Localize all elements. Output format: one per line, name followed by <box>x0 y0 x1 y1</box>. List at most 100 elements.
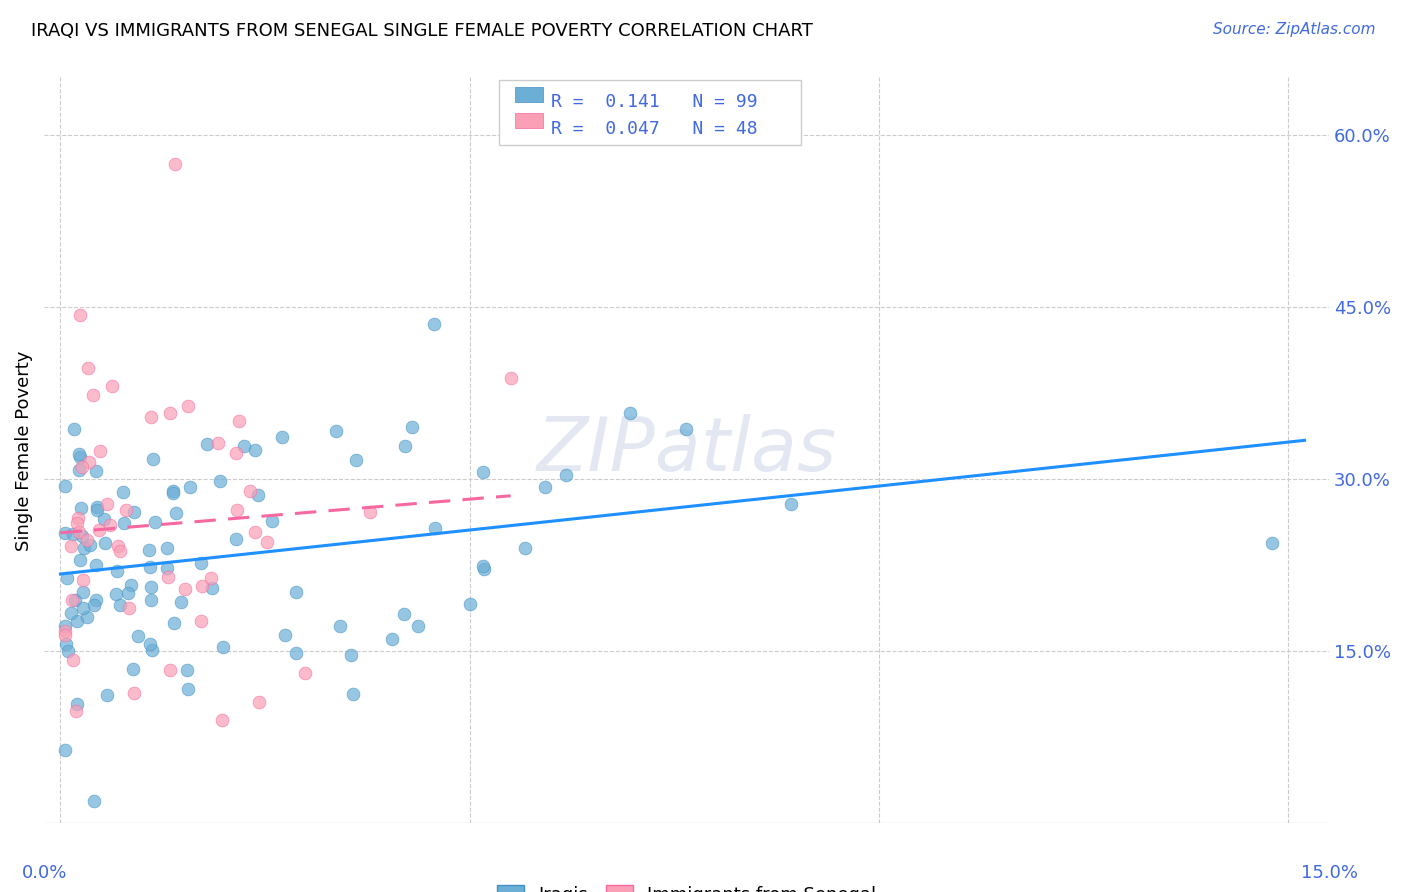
Point <box>159 406 181 420</box>
Point <box>65 593 87 607</box>
Point <box>190 579 212 593</box>
Point <box>96 497 118 511</box>
Point <box>225 503 247 517</box>
Point <box>533 480 555 494</box>
Point <box>93 512 115 526</box>
Point <box>84 593 107 607</box>
Point <box>401 420 423 434</box>
Point <box>176 664 198 678</box>
Point <box>105 587 128 601</box>
Point <box>499 371 522 385</box>
Point <box>56 571 79 585</box>
Point <box>117 586 139 600</box>
Point <box>66 697 89 711</box>
Point <box>273 628 295 642</box>
Point <box>270 430 292 444</box>
Text: R =  0.047   N = 48: R = 0.047 N = 48 <box>551 120 758 137</box>
Point <box>122 686 145 700</box>
Point <box>72 574 94 588</box>
Point <box>170 595 193 609</box>
Point <box>53 628 76 642</box>
Point <box>53 624 76 639</box>
Point <box>344 453 367 467</box>
Point <box>156 541 179 555</box>
Point <box>66 614 89 628</box>
Point <box>406 619 429 633</box>
Point <box>1260 535 1282 549</box>
Point <box>165 506 187 520</box>
Point <box>779 496 801 510</box>
Point <box>675 422 697 436</box>
Point <box>83 599 105 613</box>
Point <box>72 601 94 615</box>
Point <box>157 570 180 584</box>
Text: 15.0%: 15.0% <box>1301 863 1358 881</box>
Point <box>211 713 233 727</box>
Point <box>72 529 94 543</box>
Point <box>138 543 160 558</box>
Point <box>89 523 111 537</box>
Point <box>139 560 162 574</box>
Point <box>179 480 201 494</box>
Point <box>94 536 117 550</box>
Point <box>86 503 108 517</box>
Point <box>60 593 83 607</box>
Point <box>69 450 91 464</box>
Point <box>67 463 90 477</box>
Point <box>60 540 83 554</box>
Point <box>139 637 162 651</box>
Point <box>141 409 163 424</box>
Point <box>232 439 254 453</box>
Point <box>84 464 107 478</box>
Point <box>122 505 145 519</box>
Point <box>190 556 212 570</box>
Point <box>246 488 269 502</box>
Point <box>96 688 118 702</box>
Point <box>513 541 536 556</box>
Point <box>458 597 481 611</box>
Point <box>110 599 132 613</box>
Point <box>141 642 163 657</box>
Point <box>285 646 308 660</box>
Point <box>127 629 149 643</box>
Point <box>53 619 76 633</box>
Text: ZIPatlas: ZIPatlas <box>537 415 837 486</box>
Point <box>165 156 187 170</box>
Point <box>84 558 107 572</box>
Point <box>76 609 98 624</box>
Point <box>77 360 100 375</box>
Point <box>239 484 262 499</box>
Point <box>115 503 138 517</box>
Point <box>142 451 165 466</box>
Point <box>325 424 347 438</box>
Point <box>76 533 98 547</box>
Point <box>177 399 200 413</box>
Point <box>392 607 415 622</box>
Point <box>162 486 184 500</box>
Point <box>65 704 87 718</box>
Point <box>111 484 134 499</box>
Point <box>228 414 250 428</box>
Point <box>619 406 641 420</box>
Point <box>69 553 91 567</box>
Point <box>423 520 446 534</box>
Point <box>380 632 402 646</box>
Point <box>471 465 494 479</box>
Point <box>79 538 101 552</box>
Text: IRAQI VS IMMIGRANTS FROM SENEGAL SINGLE FEMALE POVERTY CORRELATION CHART: IRAQI VS IMMIGRANTS FROM SENEGAL SINGLE … <box>31 22 813 40</box>
Point <box>53 526 76 541</box>
Point <box>394 439 416 453</box>
Point <box>62 527 84 541</box>
Point <box>472 559 495 574</box>
Point <box>163 616 186 631</box>
Point <box>143 515 166 529</box>
Point <box>359 505 381 519</box>
Point <box>121 662 143 676</box>
Text: R =  0.141   N = 99: R = 0.141 N = 99 <box>551 93 758 111</box>
Point <box>89 444 111 458</box>
Point <box>53 743 76 757</box>
Point <box>72 585 94 599</box>
Point <box>67 511 90 525</box>
Point <box>209 474 232 488</box>
Point <box>77 455 100 469</box>
